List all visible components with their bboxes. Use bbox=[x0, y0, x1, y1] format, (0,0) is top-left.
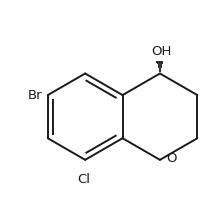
Text: OH: OH bbox=[151, 45, 171, 58]
Text: Br: Br bbox=[27, 89, 42, 102]
Text: Cl: Cl bbox=[78, 173, 90, 186]
Text: O: O bbox=[166, 152, 177, 165]
